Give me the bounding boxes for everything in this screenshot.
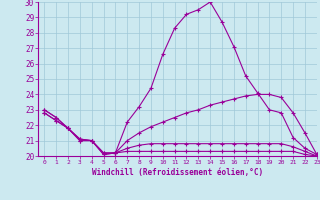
X-axis label: Windchill (Refroidissement éolien,°C): Windchill (Refroidissement éolien,°C) (92, 168, 263, 177)
